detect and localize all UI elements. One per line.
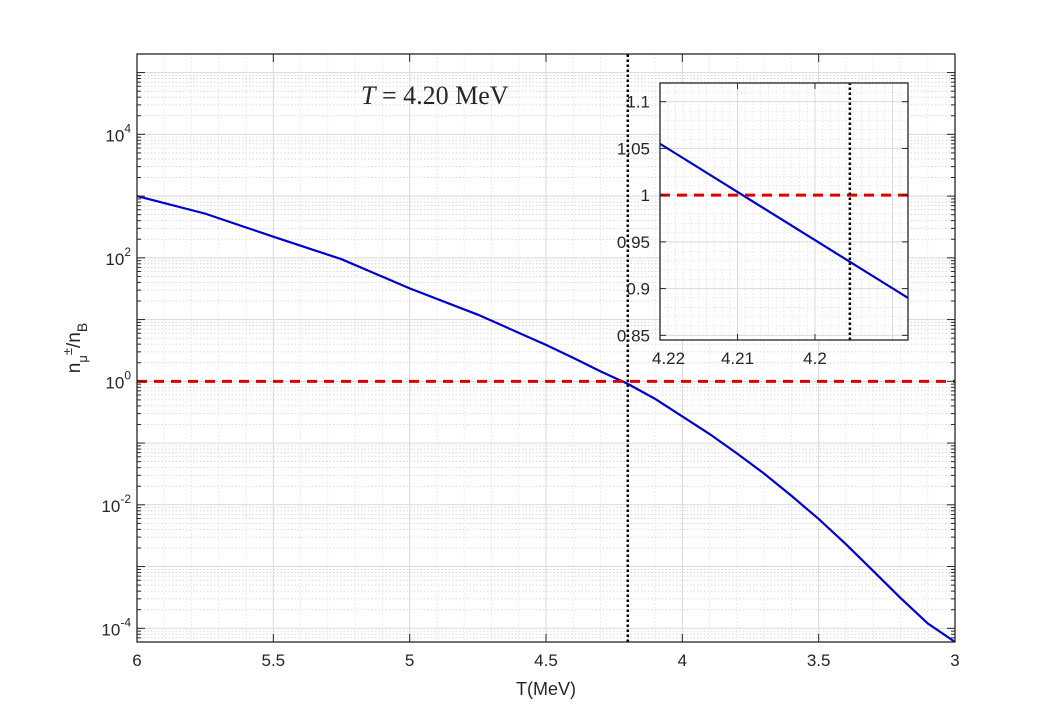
y-label-subscript: μ	[75, 355, 90, 363]
inset-plot: 4.22 4.21 4.2 0.85 0.9 0.95 1 1.05 1.1	[617, 82, 909, 368]
inset-x-tick-label: 4.21	[721, 349, 754, 368]
y-axis-label: nμ±/nB	[60, 323, 90, 373]
y-tick-label: 100	[105, 368, 131, 392]
y-tick-base: 10	[105, 373, 124, 392]
annotation-value: = 4.20 MeV	[375, 81, 508, 110]
y-tick-base: 10	[105, 250, 124, 269]
y-tick-base: 10	[101, 620, 120, 639]
y-tick-label: 104	[105, 121, 131, 145]
y-label-base: n	[64, 363, 85, 374]
y-tick-label: 10-4	[101, 615, 131, 639]
y-tick-exponent: 0	[124, 368, 131, 382]
series-group	[136, 54, 956, 643]
x-tick-label: 4	[678, 651, 687, 670]
x-tick-label: 4.5	[534, 651, 558, 670]
x-axis-label: T(MeV)	[516, 679, 576, 699]
inset-x-tick-labels: 4.22 4.21 4.2	[652, 349, 827, 368]
y-tick-label: 10-2	[101, 492, 131, 516]
x-tick-label: 3	[950, 651, 959, 670]
x-tick-label: 5.5	[262, 651, 286, 670]
y-tick-exponent: 4	[124, 121, 131, 135]
inset-y-tick-label: 1	[641, 186, 650, 205]
inset-density-ratio-line	[659, 142, 909, 299]
inset-y-tick-label: 0.9	[626, 280, 650, 299]
inset-ticks	[659, 83, 908, 340]
annotation-symbol: T	[361, 81, 377, 110]
y-tick-exponent: -2	[120, 492, 131, 506]
x-tick-labels: 6 5.5 5 4.5 4 3.5 3	[132, 651, 959, 670]
inset-y-tick-labels: 0.85 0.9 0.95 1 1.05 1.1	[617, 93, 650, 346]
axis-ticks	[136, 53, 956, 643]
inset-x-tick-label: 4.2	[803, 349, 827, 368]
inset-x-tick-label: 4.22	[652, 349, 685, 368]
x-tick-label: 5	[405, 651, 414, 670]
inset-y-tick-label: 0.95	[617, 233, 650, 252]
y-tick-exponent: 2	[124, 245, 131, 259]
inset-y-tick-label: 0.85	[617, 326, 650, 345]
y-tick-label: 102	[105, 245, 131, 269]
y-tick-exponent: -4	[120, 615, 131, 629]
y-label-superscript: ±	[60, 348, 75, 355]
inset-frame	[659, 82, 909, 341]
density-ratio-line	[136, 195, 956, 643]
inset-y-tick-label: 1.05	[617, 139, 650, 158]
inset-series-group	[659, 83, 909, 340]
x-tick-label: 6	[132, 651, 141, 670]
y-tick-base: 10	[105, 126, 124, 145]
temperature-annotation: T = 4.20 MeV	[361, 81, 509, 110]
y-label-rest-subscript: B	[74, 323, 90, 332]
y-tick-base: 10	[101, 497, 120, 516]
x-tick-label: 3.5	[807, 651, 831, 670]
inset-y-tick-label: 1.1	[626, 93, 650, 112]
y-label-rest: /n	[64, 332, 85, 348]
